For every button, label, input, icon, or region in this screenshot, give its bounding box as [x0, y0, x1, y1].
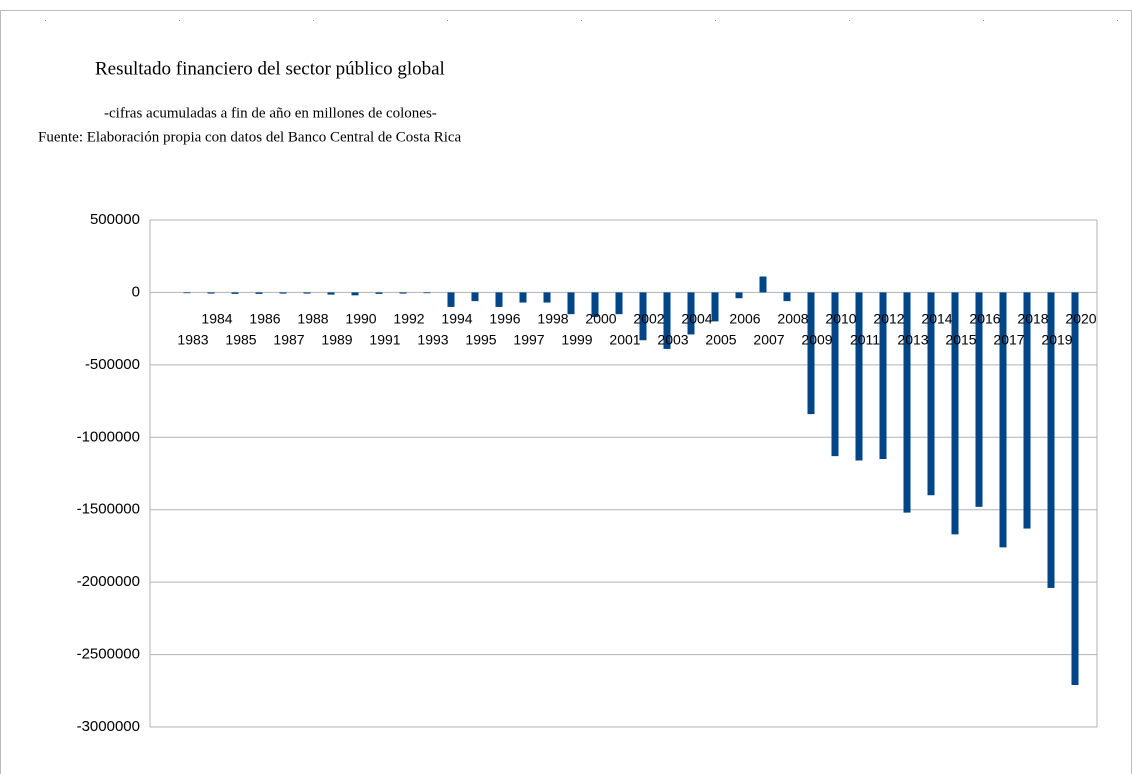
bar	[975, 292, 983, 507]
dot	[45, 20, 46, 21]
bar	[183, 292, 191, 294]
dot	[983, 20, 984, 21]
dot	[715, 20, 716, 21]
x-tick-label: 2016	[969, 311, 1000, 327]
bar	[1047, 292, 1055, 588]
x-tick-label: 2019	[1041, 332, 1072, 348]
bar	[615, 292, 623, 315]
dot	[179, 20, 180, 21]
chart-title: Resultado financiero del sector público …	[95, 58, 445, 79]
bar	[831, 292, 839, 457]
bar	[495, 292, 503, 307]
x-tick-label: 1993	[417, 332, 448, 348]
bar	[471, 292, 479, 302]
bar	[447, 292, 455, 307]
chart-note: Fuente: Elaboración propia con datos del…	[38, 129, 462, 145]
bar	[687, 292, 695, 335]
frame	[0, 10, 1132, 774]
x-tick-label: 2017	[993, 332, 1024, 348]
x-tick-label: 1988	[297, 311, 328, 327]
dot	[581, 20, 582, 21]
x-tick-label: 2015	[945, 332, 976, 348]
x-tick-label: 2010	[825, 311, 856, 327]
x-tick-label: 2004	[681, 311, 712, 327]
x-tick-label: 1983	[177, 332, 208, 348]
chart-subtitle: -cifras acumuladas a fin de año en millo…	[104, 105, 437, 121]
bar	[735, 292, 743, 299]
bar	[807, 292, 815, 415]
x-tick-label: 1998	[537, 311, 568, 327]
x-tick-label: 2018	[1017, 311, 1048, 327]
bar	[783, 292, 791, 302]
x-tick-label: 2020	[1065, 311, 1096, 327]
y-tick-label: 0	[132, 283, 140, 300]
x-tick-label: 1994	[441, 311, 472, 327]
x-tick-label: 2013	[897, 332, 928, 348]
bar	[399, 292, 407, 294]
dot	[1117, 20, 1118, 21]
bar	[375, 292, 383, 294]
bar	[1023, 292, 1031, 529]
y-tick-label: -2000000	[77, 573, 140, 590]
x-tick-label: 2005	[705, 332, 736, 348]
x-tick-label: 1989	[321, 332, 352, 348]
bar	[303, 292, 311, 294]
x-tick-label: 1995	[465, 332, 496, 348]
bar	[207, 292, 215, 294]
bar	[927, 292, 935, 496]
x-tick-label: 1991	[369, 332, 400, 348]
dot	[447, 20, 448, 21]
x-tick-label: 2009	[801, 332, 832, 348]
bar	[351, 292, 359, 296]
x-tick-label: 2006	[729, 311, 760, 327]
x-tick-label: 2008	[777, 311, 808, 327]
y-tick-label: -1500000	[77, 501, 140, 518]
bar	[999, 292, 1007, 548]
bar	[903, 292, 911, 513]
x-tick-label: 1999	[561, 332, 592, 348]
bar	[591, 292, 599, 318]
x-tick-label: 1992	[393, 311, 424, 327]
x-tick-label: 2001	[609, 332, 640, 348]
x-tick-label: 2014	[921, 311, 952, 327]
x-tick-label: 2002	[633, 311, 664, 327]
x-tick-label: 2012	[873, 311, 904, 327]
x-tick-label: 1985	[225, 332, 256, 348]
x-tick-label: 2007	[753, 332, 784, 348]
bar	[279, 292, 287, 294]
y-tick-label: -500000	[85, 356, 140, 373]
bar	[423, 292, 431, 294]
x-tick-label: 1990	[345, 311, 376, 327]
y-tick-label: -1000000	[77, 428, 140, 445]
bar	[327, 292, 335, 295]
bar	[759, 276, 767, 293]
bar	[855, 292, 863, 461]
x-tick-label: 2003	[657, 332, 688, 348]
bar	[663, 292, 671, 349]
y-tick-label: -3000000	[77, 718, 140, 735]
x-tick-label: 1987	[273, 332, 304, 348]
bar	[519, 292, 527, 303]
y-tick-label: -2500000	[77, 646, 140, 663]
x-tick-label: 2000	[585, 311, 616, 327]
x-tick-label: 1997	[513, 332, 544, 348]
bar	[951, 292, 959, 535]
bar	[711, 292, 719, 322]
bar	[879, 292, 887, 460]
x-tick-label: 1986	[249, 311, 280, 327]
x-tick-label: 1996	[489, 311, 520, 327]
bar	[567, 292, 575, 315]
dot	[849, 20, 850, 21]
bar	[639, 292, 647, 341]
dot	[313, 20, 314, 21]
bar	[1071, 292, 1079, 685]
bar	[231, 292, 239, 294]
bar	[255, 292, 263, 294]
y-tick-label: 500000	[90, 211, 140, 228]
x-tick-label: 1984	[201, 311, 232, 327]
bar	[543, 292, 551, 303]
x-tick-label: 2011	[850, 332, 880, 348]
